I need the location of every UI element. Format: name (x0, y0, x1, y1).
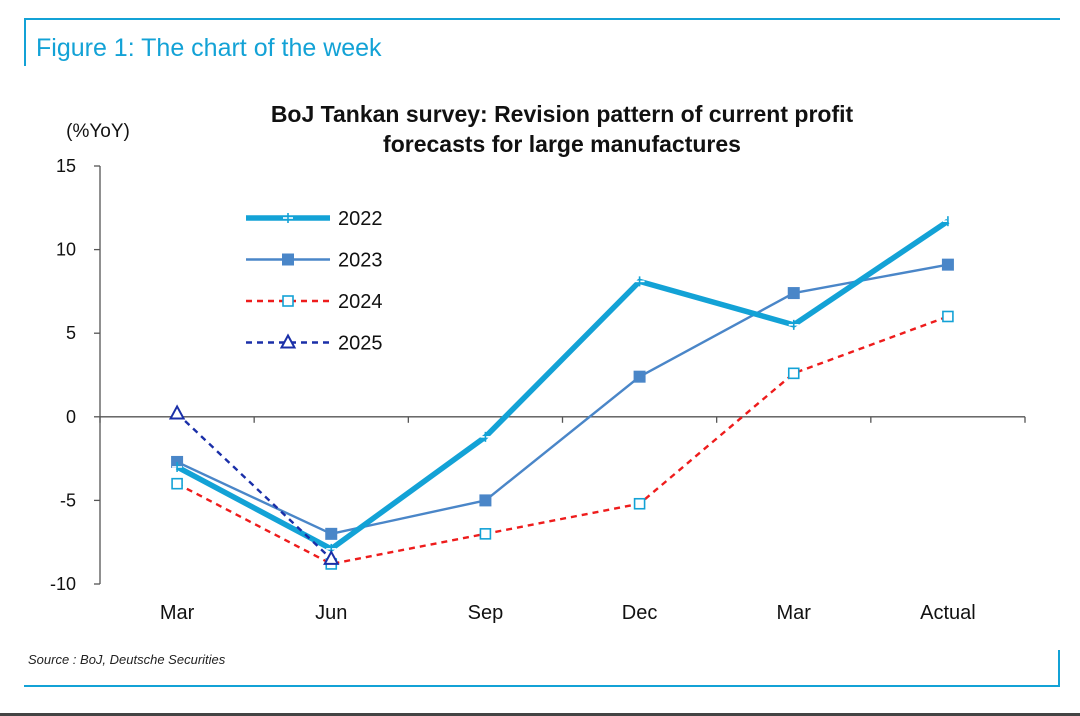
data-point-2022 (942, 216, 953, 227)
legend-swatch-marker (282, 295, 294, 307)
x-tick-label: Jun (315, 602, 347, 624)
legend-swatch-marker (279, 333, 297, 349)
x-tick-label: Mar (160, 602, 195, 624)
series-2024 (171, 310, 954, 570)
data-point-2022 (634, 276, 645, 287)
left-rule (24, 18, 26, 66)
x-tick-label: Dec (622, 602, 658, 624)
axes: -10 -5 0 5 10 15 Mar Jun Sep Dec Mar Actual (50, 156, 1026, 624)
top-rule (24, 18, 1060, 20)
legend-swatch-marker (283, 213, 293, 223)
data-point-2023 (941, 258, 954, 271)
legend-item-2022: 2022 (246, 208, 383, 230)
source-note: Source : BoJ, Deutsche Securities (28, 652, 226, 667)
legend-swatch-marker (282, 253, 294, 266)
figure-title: Figure 1: The chart of the week (36, 34, 382, 62)
data-point-2022 (172, 461, 183, 472)
bottom-rule (24, 685, 1060, 687)
x-tick-label: Mar (777, 602, 812, 624)
data-point-2023 (479, 494, 492, 507)
legend-item-2024: 2024 (246, 291, 383, 313)
legend-label: 2024 (338, 291, 383, 313)
y-tick-label: 5 (66, 323, 76, 343)
y-tick-label: -10 (50, 574, 76, 594)
series-line-2022 (175, 218, 950, 552)
legend-label: 2023 (338, 250, 383, 272)
data-point-2025 (168, 404, 186, 420)
y-axis-label: (%YoY) (66, 121, 130, 142)
chart-title-line-1: BoJ Tankan survey: Revision pattern of c… (271, 101, 854, 127)
y-tick-label: 0 (66, 407, 76, 427)
data-point-2025 (323, 549, 340, 565)
data-point-2024 (787, 367, 800, 380)
y-tick-label: -5 (60, 490, 76, 510)
series-line-2025 (176, 412, 333, 560)
right-rule (1058, 650, 1060, 686)
data-point-2024 (942, 310, 954, 323)
legend-label: 2022 (338, 208, 383, 230)
legend-item-2023: 2023 (246, 250, 383, 272)
legend-label: 2025 (338, 333, 383, 355)
series-2025 (168, 404, 340, 565)
data-point-2024 (171, 477, 183, 490)
window-bottom-edge (0, 713, 1080, 716)
series-2023 (171, 258, 954, 540)
series-2022 (172, 216, 953, 554)
series-line-2023 (176, 263, 949, 536)
data-point-2024 (479, 528, 492, 540)
y-tick-label: 15 (56, 156, 76, 176)
data-point-2024 (633, 497, 646, 510)
legend: 2022 2023 2024 2025 (246, 208, 383, 355)
data-point-2022 (480, 431, 491, 442)
data-point-2022 (788, 319, 799, 330)
chart-title-line-2: forecasts for large manufactures (383, 131, 741, 157)
x-tick-label: Sep (468, 602, 504, 624)
x-tick-label: Actual (920, 602, 976, 624)
series-line-2024 (176, 315, 949, 566)
legend-item-2025: 2025 (246, 333, 383, 355)
data-point-2023 (325, 527, 338, 540)
data-point-2023 (633, 370, 646, 383)
y-tick-label: 10 (56, 240, 76, 260)
series-layer (168, 216, 954, 570)
data-point-2023 (787, 287, 800, 300)
